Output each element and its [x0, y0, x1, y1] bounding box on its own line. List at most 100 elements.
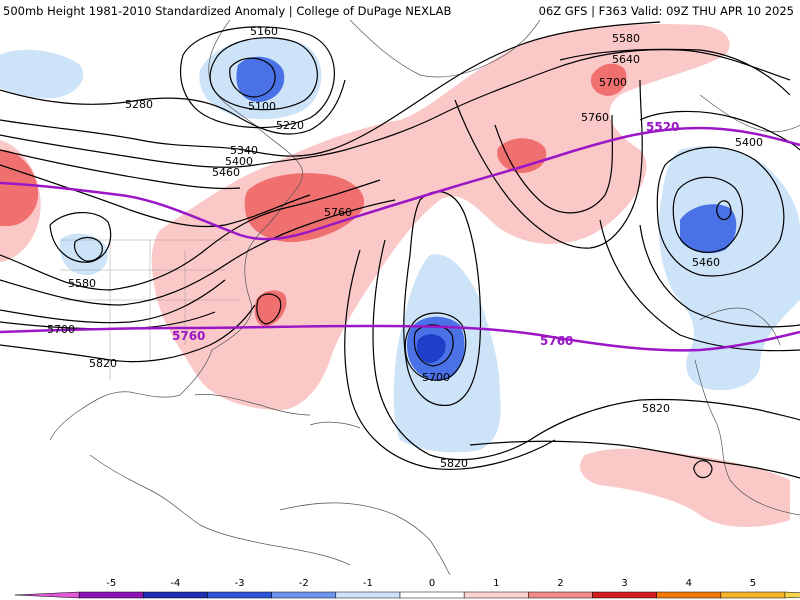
contour-line [209, 37, 318, 111]
highlight-label: 5520 [646, 120, 679, 134]
contour-line [0, 304, 256, 363]
contour-label: 5700 [599, 76, 627, 89]
colorbar-segment [720, 591, 786, 599]
negative-anomaly-strong-core [416, 334, 446, 363]
contour-label: 5160 [250, 25, 278, 38]
colorbar-tick-label: -4 [170, 578, 180, 589]
negative-anomaly-area [658, 146, 800, 391]
positive-anomaly-core [0, 149, 39, 226]
contour-label: 5400 [735, 136, 763, 149]
cuba-coast [194, 394, 311, 416]
colorbar-segments [14, 591, 800, 599]
highlight-contour-5520 [0, 126, 800, 241]
contour-line [0, 149, 241, 190]
contour-line [656, 146, 785, 277]
anomaly-colorbar: -5 -4 -3 -2 -1 0 1 2 3 4 5 [0, 575, 800, 600]
contour-label: 5820 [440, 457, 468, 470]
colorbar-ticks: -5 -4 -3 -2 -1 0 1 2 3 4 5 [106, 578, 756, 589]
negative-anomaly-shading [0, 37, 800, 453]
contour-line [180, 26, 335, 129]
contour-line [693, 460, 713, 479]
contour-label: 5100 [248, 100, 276, 113]
contour-line [454, 79, 643, 249]
negative-anomaly-area [59, 233, 108, 276]
colorbar-segment [463, 591, 529, 599]
contour-line [469, 440, 800, 479]
contour-label: 5460 [692, 256, 720, 269]
contour-line [49, 211, 112, 263]
colorbar-tick-label: 1 [493, 578, 499, 589]
colorbar-segment [207, 591, 272, 599]
europe-coast [699, 94, 800, 133]
height-contours [0, 21, 800, 479]
colorbar-right-arrow [784, 591, 800, 599]
contour-label: 5400 [225, 155, 253, 168]
central-america-coast [89, 454, 351, 566]
positive-anomaly-area [151, 24, 730, 410]
contour-label: 5580 [68, 277, 96, 290]
highlight-contours [0, 126, 800, 352]
contour-line [413, 324, 454, 367]
colorbar-tick-label: -3 [235, 578, 245, 589]
contour-label: 5280 [125, 98, 153, 111]
contour-line [372, 239, 800, 461]
contour-label: 5700 [422, 371, 450, 384]
greenland-coast [349, 20, 541, 78]
contour-line [494, 114, 614, 214]
highlight-contour-5760 [0, 324, 800, 352]
contour-line [0, 21, 661, 157]
iberia-coast [699, 307, 781, 346]
colorbar-tick-label: 5 [750, 578, 756, 589]
contour-line [716, 200, 732, 221]
colorbar-tick-label: 2 [557, 578, 563, 589]
contour-line [0, 279, 226, 324]
contour-label: 5640 [612, 53, 640, 66]
colorbar-tick-label: -5 [106, 578, 116, 589]
contour-line [0, 79, 346, 135]
highlight-contour-labels: 5520 5760 5760 [172, 120, 679, 348]
contour-label: 5820 [89, 357, 117, 370]
colorbar-tick-label: 0 [429, 578, 435, 589]
colorbar-segment [143, 591, 208, 599]
contour-line [73, 236, 103, 262]
contour-line [256, 293, 282, 325]
contour-line [0, 199, 396, 306]
contour-line [672, 176, 744, 253]
colorbar-segment [78, 591, 144, 599]
positive-anomaly-core [590, 63, 627, 96]
contour-label: 5700 [47, 323, 75, 336]
contour-line [0, 164, 311, 228]
negative-anomaly-area [0, 49, 84, 99]
colorbar-segment [528, 591, 593, 599]
colorbar-tick-label: 3 [621, 578, 627, 589]
florida-gulf-coast [49, 349, 213, 441]
contour-line [599, 219, 800, 352]
contour-label: 5340 [230, 144, 258, 157]
contour-line [403, 191, 482, 407]
positive-anomaly-core [254, 290, 287, 327]
negative-anomaly-core [680, 204, 737, 254]
map-header: 500mb Height 1981-2010 Standardized Anom… [0, 0, 800, 20]
contour-label: 5220 [276, 119, 304, 132]
positive-anomaly-area [580, 448, 790, 527]
hispaniola-coast [309, 421, 361, 429]
contour-label: 5460 [212, 166, 240, 179]
contour-label: 5760 [581, 111, 609, 124]
map-title: 500mb Height 1981-2010 Standardized Anom… [3, 4, 452, 18]
contour-label: 5760 [324, 206, 352, 219]
weather-map: 5160 5100 5280 5220 5340 5400 5460 5580 … [0, 20, 800, 575]
south-america-coast [279, 502, 451, 575]
colorbar-segment [656, 591, 722, 599]
contour-line [0, 179, 381, 291]
colorbar-tick-label: 4 [686, 578, 692, 589]
contour-label: 5580 [612, 32, 640, 45]
africa-coast [694, 359, 800, 516]
highlight-label: 5760 [540, 334, 573, 348]
contour-line [344, 249, 556, 470]
model-run-info: 06Z GFS | F363 Valid: 09Z THU APR 10 202… [538, 4, 794, 18]
contour-label: 5820 [642, 402, 670, 415]
colorbar-segment [335, 591, 401, 599]
contour-labels: 5160 5100 5280 5220 5340 5400 5460 5580 … [47, 25, 763, 470]
contour-line [404, 312, 467, 381]
contour-line [639, 224, 800, 328]
